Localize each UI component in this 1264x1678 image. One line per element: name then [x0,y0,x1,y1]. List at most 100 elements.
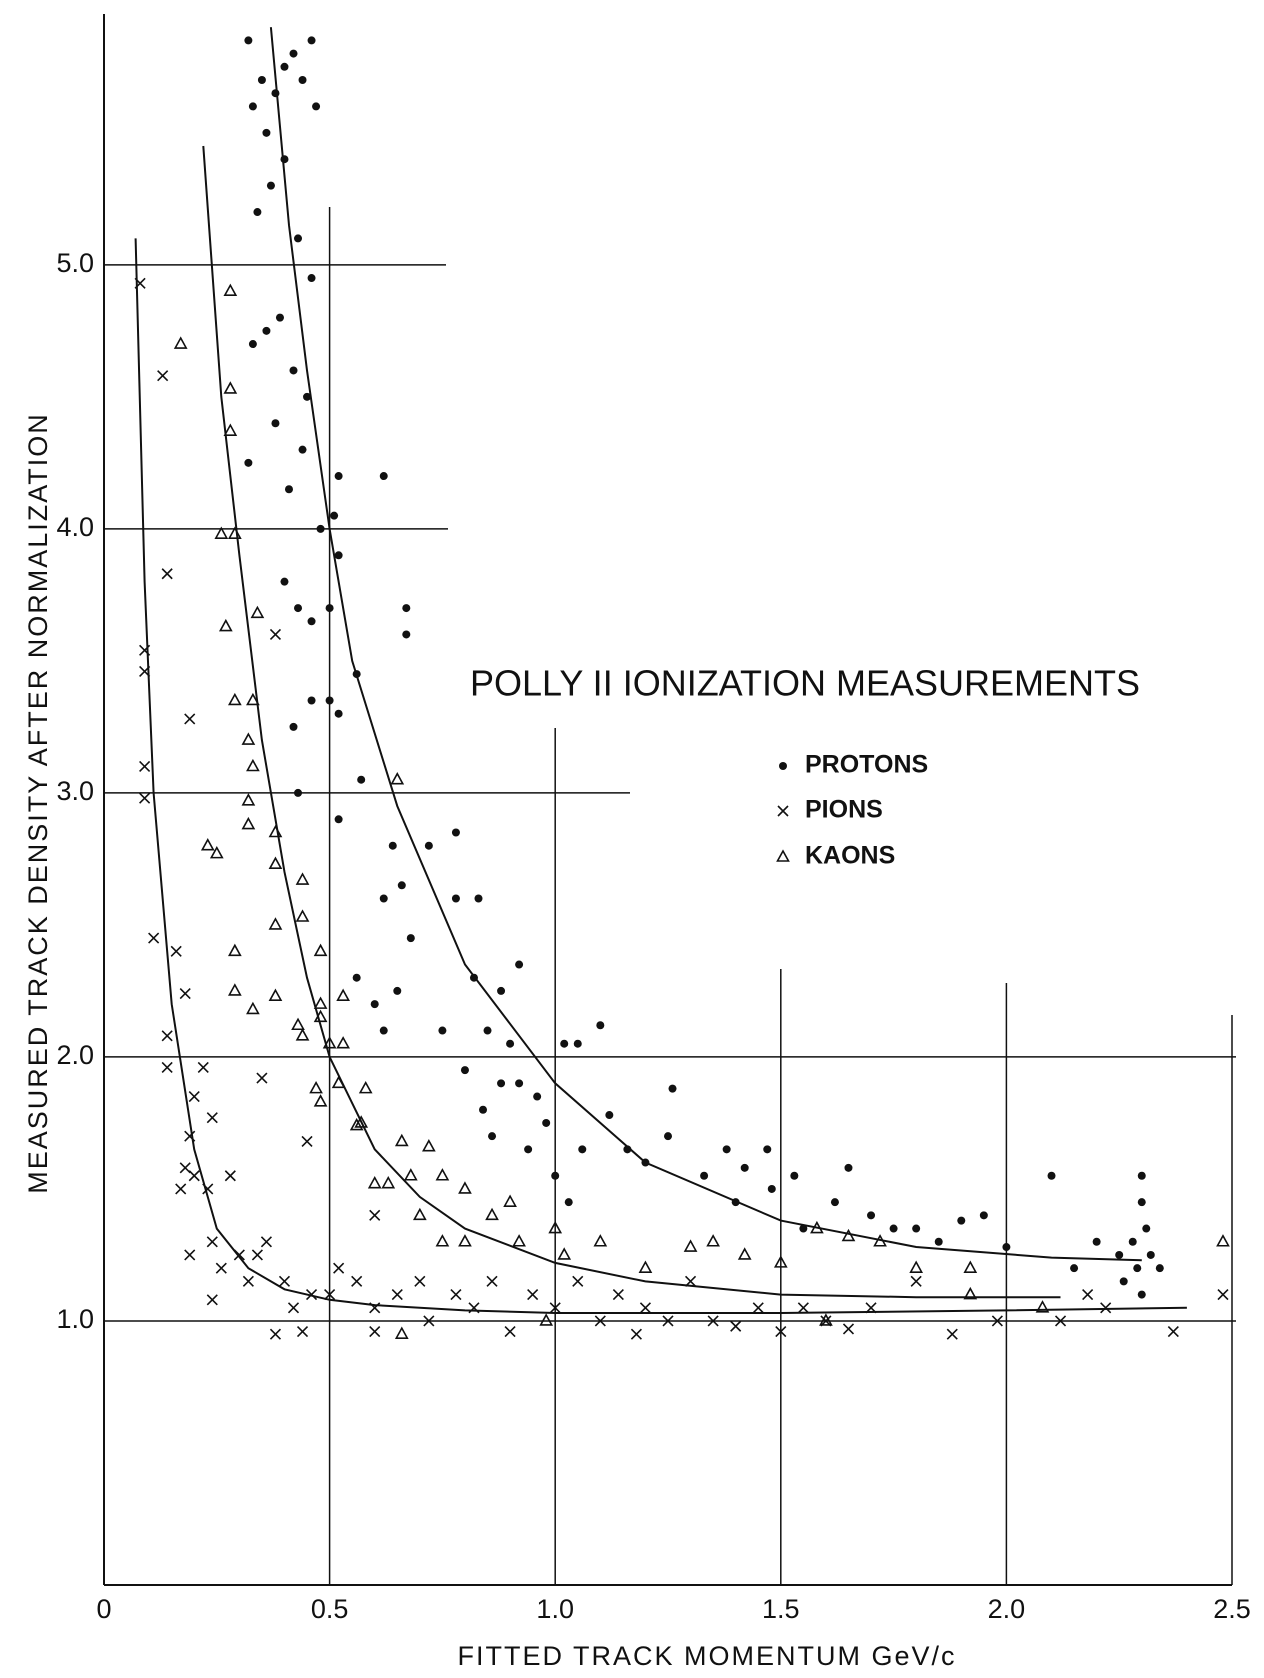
pion-point [468,1302,480,1314]
proton-point [334,472,343,481]
legend-marker [776,849,790,862]
pion-point [842,1323,855,1335]
kaon-point [963,1286,978,1300]
proton-point [979,1211,988,1220]
kaon-point [227,983,242,996]
proton-point [830,1198,839,1207]
proton-point [289,722,298,731]
proton-point [271,419,280,428]
proton-point [402,630,411,639]
proton-point [298,76,307,85]
kaon-point [458,1181,472,1194]
pion-point [707,1315,719,1327]
kaon-point [336,988,350,1002]
proton-point [379,894,388,903]
proton-point [244,36,253,45]
kaon-point [458,1234,472,1247]
kaon-point [873,1234,887,1247]
proton-point [551,1171,560,1180]
kaon-point [295,1028,310,1041]
fit-curve [134,238,1187,1314]
kaon-point [227,692,242,706]
fit-curve [202,145,1061,1299]
proton-point [515,960,524,969]
kaon-point [1035,1300,1050,1313]
pion-point [324,1288,336,1301]
pion-point [296,1325,309,1338]
kaon-point [412,1207,427,1221]
kaon-point [349,1117,364,1131]
proton-point [307,696,316,705]
pion-point [206,1112,218,1124]
proton-point [262,128,271,137]
proton-point [474,894,483,903]
proton-point [605,1111,614,1120]
kaon-point [841,1228,856,1242]
proton-point [740,1163,749,1172]
pion-point [161,1030,173,1042]
proton-point [1002,1243,1011,1252]
pion-point [134,277,146,289]
x-axis-title: FITTED TRACK MOMENTUM GeV/c [457,1641,956,1671]
proton-point [1128,1237,1137,1246]
pion-point [391,1288,403,1301]
pion-point [161,1061,173,1074]
proton-point [515,1079,524,1088]
pion-point [527,1288,539,1301]
pion-point [369,1209,381,1221]
pion-point [450,1288,462,1301]
kaon-point [810,1220,824,1234]
kaon-point [227,943,242,957]
proton-point [244,458,253,467]
kaon-point [313,943,328,957]
proton-point [388,841,397,850]
proton-point [451,894,460,903]
proton-point [316,524,325,533]
proton-point [271,89,280,98]
proton-point [266,181,275,190]
pion-point [612,1288,624,1301]
kaon-point [250,605,265,619]
chart-title: POLLY II IONIZATION MEASUREMENTS [470,663,1140,704]
kaon-point [435,1234,450,1247]
proton-point [524,1145,533,1154]
kaon-point [336,1036,350,1049]
kaon-point [737,1247,752,1260]
proton-point [334,709,343,718]
proton-point [379,1026,388,1035]
kaon-point [214,526,229,539]
proton-point [767,1184,776,1193]
kaon-point [422,1139,436,1152]
proton-point [479,1105,488,1114]
proton-point [957,1216,966,1225]
proton-point [325,604,334,613]
pion-point [305,1288,318,1301]
proton-point [533,1092,542,1101]
kaon-point [485,1207,499,1221]
y-axis-title: MEASURED TRACK DENSITY AFTER NORMALIZATI… [23,412,53,1194]
proton-point [307,36,316,45]
pion-point [486,1275,498,1287]
pion-point [684,1275,697,1287]
pion-point [639,1302,652,1314]
kaon-point [200,838,215,851]
proton-point [623,1145,632,1154]
kaon-point [435,1168,450,1181]
kaon-point [354,1115,369,1128]
proton-point [406,934,415,943]
proton-point [573,1039,582,1048]
kaon-point [548,1220,563,1234]
pion-point [188,1170,200,1182]
pion-point [251,1249,263,1261]
x-tick-label: 0.5 [311,1594,349,1624]
pion-point [184,713,196,725]
pion-point [269,628,282,641]
pion-point [752,1302,764,1314]
x-tick-label: 2.0 [988,1594,1026,1624]
kaon-point [268,988,283,1002]
pion-point [157,370,169,382]
proton-point [248,340,257,349]
proton-point [497,1079,506,1088]
kaon-point [223,283,238,297]
